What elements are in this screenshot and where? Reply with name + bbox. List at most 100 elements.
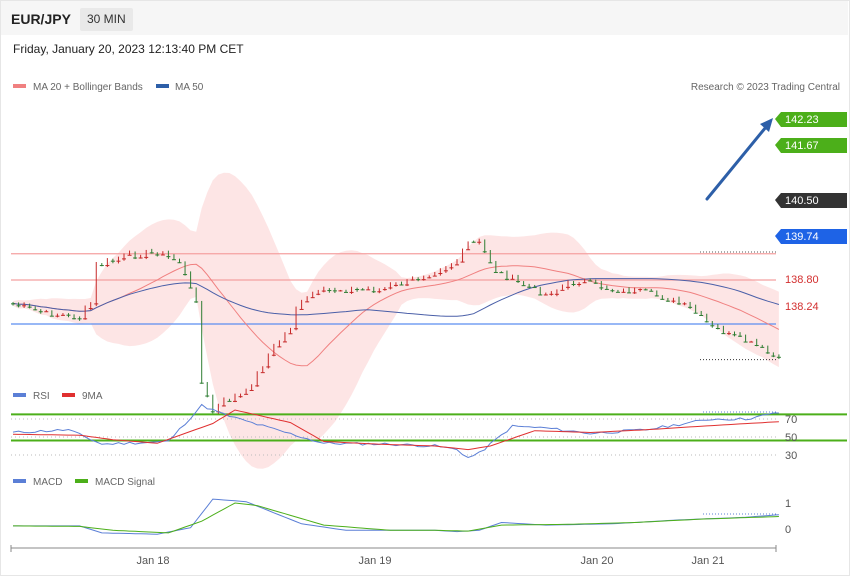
candle-body bbox=[477, 241, 482, 243]
candle-body bbox=[388, 287, 393, 289]
candle-body bbox=[49, 315, 54, 317]
rsi-line bbox=[12, 403, 779, 459]
candle-body bbox=[499, 272, 504, 274]
macd-tick-1: 1 bbox=[785, 498, 791, 510]
candle-body bbox=[99, 265, 104, 267]
price-levels-layer bbox=[11, 251, 847, 442]
candle-body bbox=[776, 356, 781, 358]
candle-body bbox=[255, 385, 260, 387]
candle-body bbox=[393, 284, 398, 286]
candle-body bbox=[27, 306, 32, 308]
candle-body bbox=[366, 289, 371, 291]
candle-body bbox=[538, 294, 543, 296]
candle-body bbox=[260, 372, 265, 374]
candle-body bbox=[604, 288, 609, 290]
candle-body bbox=[327, 290, 332, 292]
candle-body bbox=[60, 314, 65, 316]
candle-body bbox=[765, 352, 770, 354]
support2-label: 138.24 bbox=[785, 301, 819, 313]
candle-body bbox=[715, 328, 720, 330]
ma50-legend-swatch bbox=[156, 84, 169, 88]
candle-body bbox=[710, 325, 715, 327]
candle-body bbox=[288, 333, 293, 335]
candle-body bbox=[321, 290, 326, 292]
candle-body bbox=[532, 287, 537, 289]
chart-datetime: Friday, January 20, 2023 12:13:40 PM CET bbox=[13, 42, 244, 56]
symbol-title: EUR/JPY bbox=[11, 11, 71, 27]
candle-body bbox=[355, 289, 360, 291]
candle-body bbox=[166, 256, 171, 258]
forecast-arrow-head bbox=[760, 118, 773, 132]
candle-body bbox=[38, 311, 43, 313]
candle-body bbox=[77, 318, 82, 320]
candle-body bbox=[205, 395, 210, 397]
candle-body bbox=[233, 400, 237, 402]
candle-body bbox=[471, 241, 476, 243]
candle-body bbox=[133, 257, 138, 259]
x-tick-jan21: Jan 21 bbox=[691, 555, 724, 567]
pivot-tag-bg bbox=[775, 229, 847, 244]
candle-body bbox=[654, 295, 659, 297]
target2-tag: 142.23 bbox=[775, 112, 847, 127]
rsi-legend-swatch bbox=[13, 393, 26, 397]
interval-badge[interactable]: 30 MIN bbox=[80, 8, 133, 31]
candle-body bbox=[299, 308, 304, 310]
ma20-legend-label: MA 20 + Bollinger Bands bbox=[33, 82, 143, 93]
candle-body bbox=[632, 292, 637, 294]
candle-body bbox=[271, 354, 276, 356]
candle-body bbox=[221, 405, 226, 407]
candle-body bbox=[294, 328, 299, 330]
candle-body bbox=[144, 256, 149, 258]
candle-body bbox=[149, 252, 154, 254]
candle-body bbox=[754, 344, 759, 346]
candle-body bbox=[521, 285, 526, 287]
candle-body bbox=[83, 318, 88, 320]
candle-body bbox=[449, 267, 454, 269]
candle-body bbox=[671, 300, 676, 302]
candle-body bbox=[615, 291, 620, 293]
candle-body bbox=[33, 309, 38, 311]
candle-body bbox=[566, 286, 570, 288]
current-price-tag-bg bbox=[775, 193, 847, 208]
candle-body bbox=[66, 314, 71, 316]
pivot-tag: 139.74 bbox=[775, 229, 847, 244]
pivot-label: 139.74 bbox=[785, 231, 819, 243]
candle-body bbox=[421, 279, 426, 281]
candle-body bbox=[360, 289, 365, 291]
candle-body bbox=[332, 290, 337, 292]
candle-body bbox=[116, 260, 121, 262]
chart-header: EUR/JPY 30 MIN bbox=[1, 1, 848, 35]
candle-body bbox=[682, 303, 687, 305]
candle-body bbox=[588, 280, 593, 282]
bollinger-band-area bbox=[13, 172, 779, 469]
candle-body bbox=[732, 334, 737, 336]
candle-body bbox=[571, 283, 576, 285]
candle-body bbox=[510, 278, 515, 280]
research-credit: Research © 2023 Trading Central bbox=[691, 82, 840, 93]
target1-label: 141.67 bbox=[785, 140, 819, 152]
candle-body bbox=[188, 287, 193, 289]
candle-body bbox=[549, 293, 554, 295]
candle-body bbox=[516, 281, 521, 283]
candle-body bbox=[277, 346, 282, 348]
candle-body bbox=[599, 287, 604, 289]
target1-tag-bg bbox=[775, 138, 847, 153]
candle-body bbox=[377, 291, 382, 293]
bollinger-bands-layer bbox=[13, 172, 779, 469]
rsi-ma-legend-swatch bbox=[62, 393, 75, 397]
ma50-line bbox=[12, 278, 780, 317]
candle-body bbox=[160, 254, 165, 256]
candle-body bbox=[738, 335, 743, 337]
candle-body bbox=[677, 303, 681, 305]
candle-body bbox=[94, 303, 99, 305]
candle-body bbox=[177, 262, 182, 264]
candle-body bbox=[316, 293, 321, 295]
candle-body bbox=[482, 251, 487, 253]
candle-body bbox=[582, 282, 587, 284]
candle-body bbox=[138, 257, 143, 259]
candle-body bbox=[249, 389, 254, 391]
candle-body bbox=[427, 277, 432, 279]
candle-body bbox=[405, 284, 410, 286]
candle-body bbox=[638, 289, 643, 291]
